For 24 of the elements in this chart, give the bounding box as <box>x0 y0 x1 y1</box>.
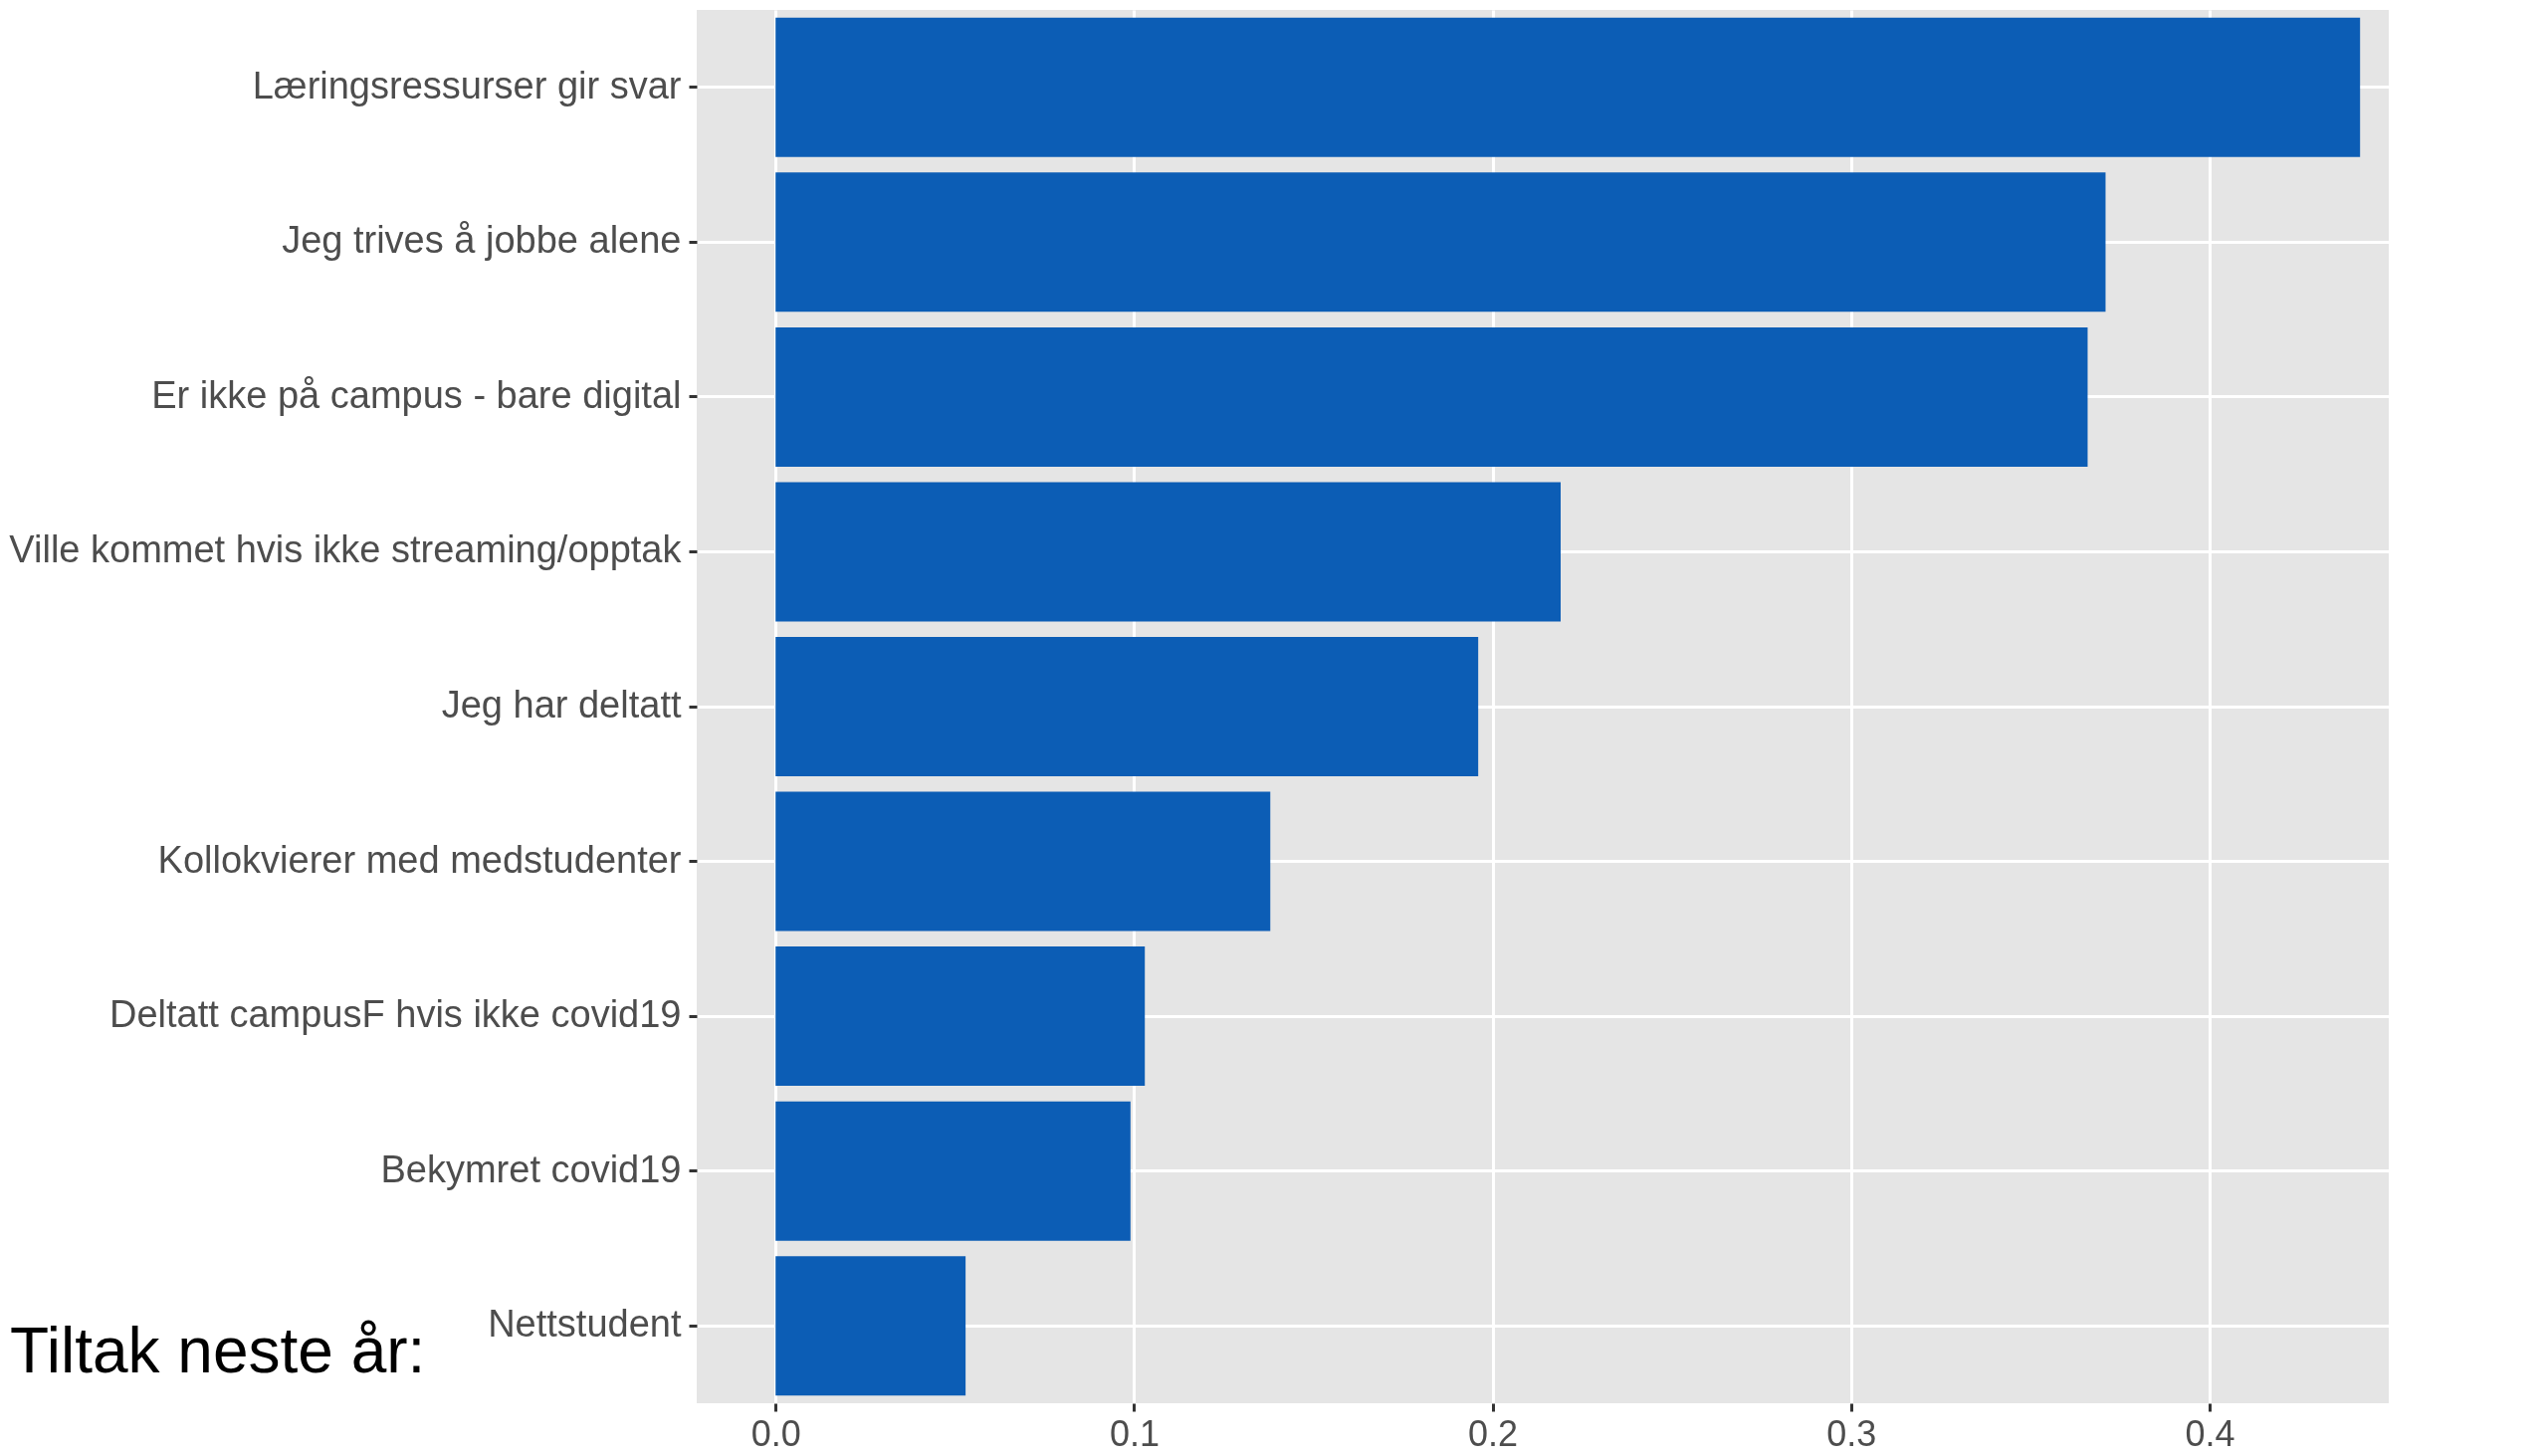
y-tick-label: Læringsressurser gir svar <box>252 64 682 106</box>
x-tick-label: 0.1 <box>1109 1412 1160 1454</box>
bar <box>775 172 2106 312</box>
y-tick-label: Er ikke på campus - bare digital <box>151 373 682 416</box>
bar <box>775 946 1146 1087</box>
x-tick-label: 0.2 <box>1468 1412 1519 1454</box>
y-tick-label: Kollokvierer med medstudenter <box>157 838 682 881</box>
x-tick-label: 0.0 <box>750 1412 801 1454</box>
bar <box>775 482 1562 622</box>
y-tick-label: Nettstudent <box>488 1303 682 1346</box>
bar <box>775 1256 966 1396</box>
y-tick-label: Deltatt campusF hvis ikke covid19 <box>109 993 682 1036</box>
y-tick-label: Ville kommet hvis ikke streaming/opptak <box>9 528 683 571</box>
y-tick-label: Jeg har deltatt <box>441 684 682 726</box>
y-tick-label: Bekymret covid19 <box>380 1147 682 1190</box>
text: Tiltak neste år: <box>10 1314 426 1387</box>
bar <box>775 17 2361 157</box>
bar <box>775 791 1271 932</box>
bar <box>775 1101 1131 1241</box>
bar <box>775 637 1479 776</box>
x-tick-label: 0.4 <box>2185 1412 2235 1454</box>
x-tick-label: 0.3 <box>1826 1412 1877 1454</box>
bar <box>775 326 2088 467</box>
y-tick-label: Jeg trives å jobbe alene <box>282 219 682 262</box>
